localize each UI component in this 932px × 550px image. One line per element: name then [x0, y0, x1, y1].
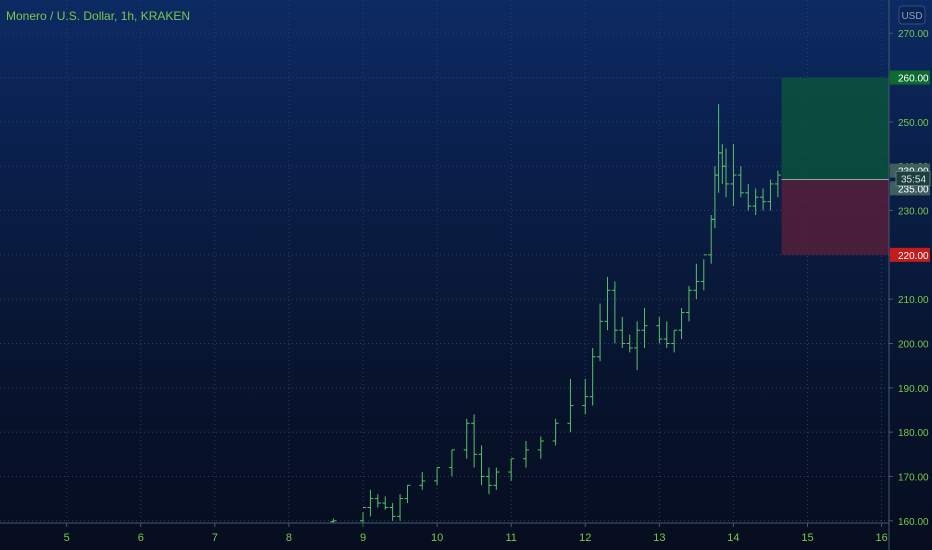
candle: [641, 308, 648, 348]
x-tick-label: 7: [212, 532, 218, 544]
candle: [604, 277, 611, 331]
svg-text:235.00: 235.00: [898, 184, 929, 195]
candle: [397, 494, 404, 521]
candle: [567, 378, 574, 433]
candle: [626, 334, 633, 353]
candle: [663, 321, 670, 348]
currency-button[interactable]: USD: [898, 5, 926, 25]
candle: [389, 503, 396, 521]
y-tick-label: 230.00: [898, 207, 929, 218]
x-tick-label: 13: [653, 532, 665, 544]
stop-price-tag: 220.00: [890, 247, 930, 262]
x-tick-label: 15: [801, 532, 813, 544]
y-tick-label: 200.00: [898, 339, 929, 350]
y-tick-label: 170.00: [898, 472, 929, 483]
candle: [760, 188, 767, 211]
candle: [619, 316, 626, 348]
svg-text:260.00: 260.00: [898, 74, 929, 85]
candle: [737, 166, 744, 198]
y-tick-label: 180.00: [898, 428, 929, 439]
grid: [0, 0, 889, 523]
candle: [693, 263, 700, 300]
candle: [685, 285, 692, 322]
position-zones: [781, 77, 889, 255]
svg-text:220.00: 220.00: [898, 251, 929, 262]
candle: [448, 449, 455, 477]
x-tick-label: 10: [431, 532, 443, 544]
candle: [671, 329, 678, 353]
candle: [719, 144, 726, 184]
candle: [678, 308, 685, 340]
candle: [374, 494, 381, 508]
x-tick-label: 11: [505, 532, 516, 544]
x-tick-label: 5: [64, 532, 70, 544]
candle: [493, 467, 500, 490]
candle: [360, 506, 367, 523]
candle: [508, 458, 515, 481]
x-tick-label: 6: [138, 532, 144, 544]
candle: [634, 321, 641, 371]
x-tick-label: 16: [875, 532, 887, 544]
candle: [434, 467, 441, 486]
candle: [774, 170, 781, 198]
y-tick-label: 160.00: [898, 517, 929, 528]
x-tick-label: 9: [360, 532, 366, 544]
candle: [752, 188, 759, 215]
candle: [552, 418, 559, 446]
candle: [522, 441, 529, 468]
target-price-tag: 260.00: [890, 70, 930, 85]
y-axis-ticks: 160.00 170.00 180.00 190.00 200.00 210.00 220.…: [889, 29, 929, 528]
loss-zone[interactable]: [781, 179, 889, 255]
candle: [723, 148, 730, 198]
profit-zone[interactable]: [781, 77, 889, 180]
x-tick-label: 12: [579, 532, 591, 544]
candle: [404, 484, 411, 504]
chart-title: Monero / U.S. Dollar, 1h, KRAKEN: [6, 9, 191, 23]
candle: [700, 254, 707, 291]
candle: [419, 472, 426, 490]
candles: [330, 104, 781, 523]
candle: [745, 183, 752, 211]
candle: [330, 518, 337, 523]
candle: [767, 179, 774, 211]
x-axis-ticks: 5 6 7 8 9 10 11 12 13 14 15 16: [64, 523, 888, 544]
candle: [485, 467, 492, 495]
candle: [597, 303, 604, 362]
candle: [382, 496, 389, 510]
candle: [471, 414, 478, 468]
candle: [478, 445, 485, 486]
candle: [582, 378, 589, 415]
x-tick-label: 14: [727, 532, 739, 544]
y-tick-label: 210.00: [898, 295, 929, 306]
candle: [730, 144, 737, 207]
candle: [656, 316, 663, 344]
svg-text:35:54: 35:54: [901, 175, 926, 186]
candle: [537, 436, 544, 459]
countdown-timer: 35:54: [895, 171, 931, 187]
y-tick-label: 270.00: [898, 29, 929, 40]
candle: [367, 489, 374, 517]
candle: [708, 214, 715, 264]
x-tick-label: 8: [286, 532, 292, 544]
y-tick-label: 190.00: [898, 384, 929, 395]
currency-label: USD: [901, 11, 922, 22]
candle: [589, 347, 596, 406]
candle: [611, 281, 618, 344]
y-tick-label: 250.00: [898, 118, 929, 129]
candle: [715, 104, 722, 193]
candle: [463, 418, 470, 459]
